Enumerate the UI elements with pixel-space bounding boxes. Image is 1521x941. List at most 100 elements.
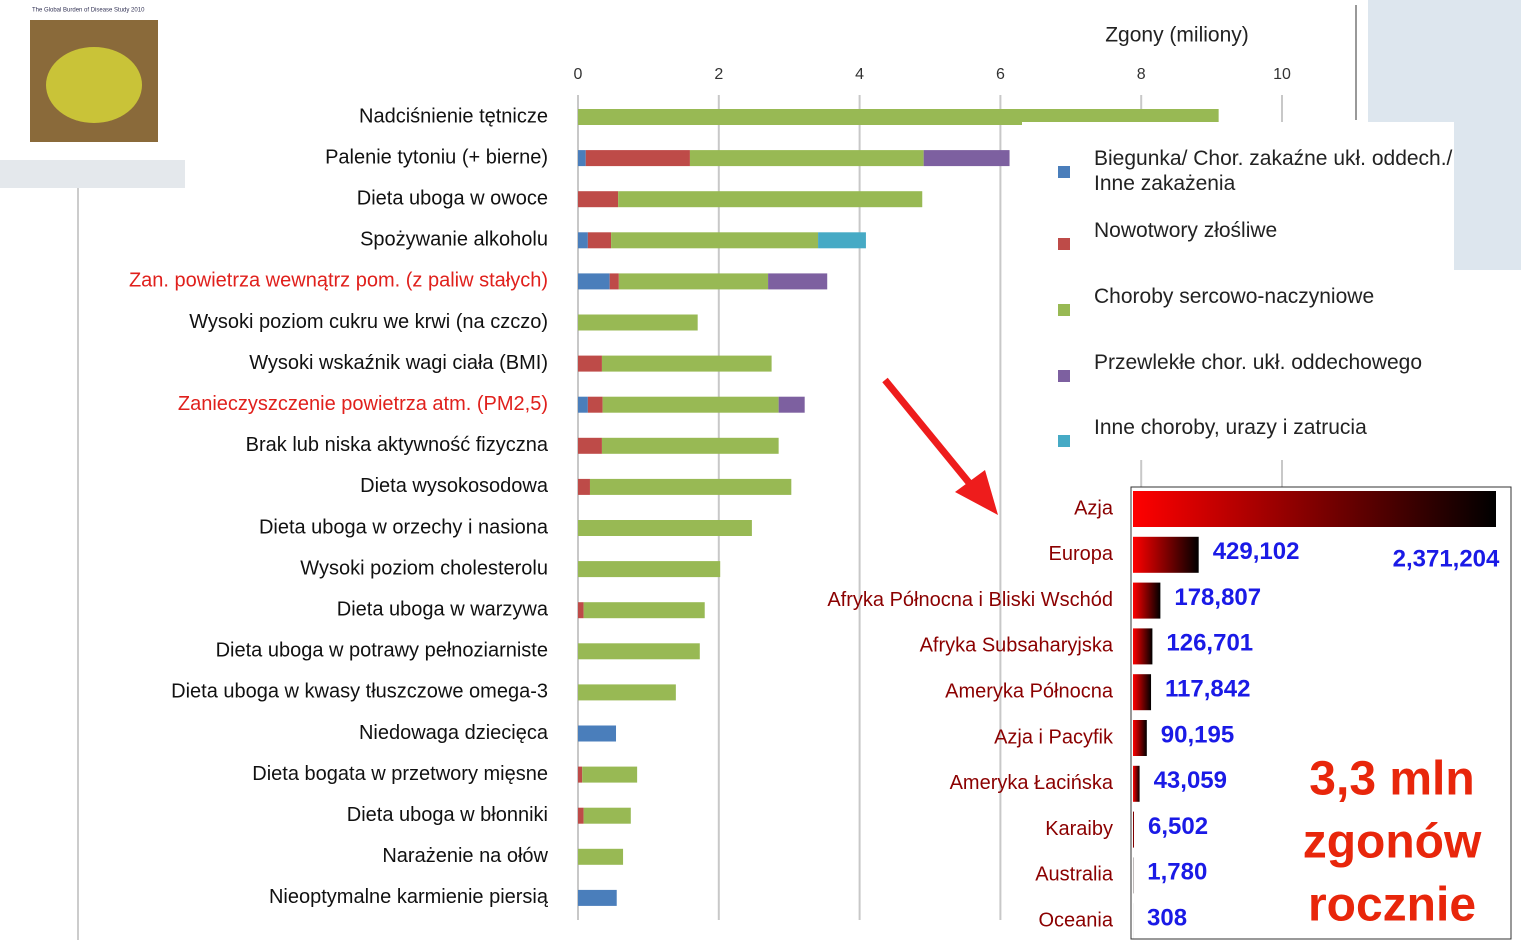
legend-label: Nowotwory złośliwe — [1094, 219, 1278, 242]
bar-segment — [618, 273, 769, 290]
y-tick-label: Azja i Pacyfik — [994, 726, 1114, 748]
y-tick-label: Dieta uboga w błonniki — [347, 804, 548, 826]
arrow — [882, 377, 978, 493]
bar-segment — [578, 520, 752, 536]
y-tick-label: Dieta uboga w kwasy tłuszczowe omega-3 — [171, 681, 548, 703]
bar — [1133, 765, 1140, 802]
legend-swatch — [1058, 370, 1070, 382]
bar-segment — [583, 807, 631, 824]
bar-segment — [578, 396, 588, 413]
y-tick-label: Ameryka Łacińska — [950, 772, 1114, 794]
bar-segment — [578, 725, 617, 742]
bar-segment — [582, 766, 638, 783]
bar-segment — [578, 766, 583, 783]
value-label: 178,807 — [1174, 584, 1261, 611]
value-label: 43,059 — [1154, 767, 1227, 794]
bar-segment — [818, 232, 866, 249]
value-label: 6,502 — [1148, 813, 1208, 840]
y-tick-label: Afryka Subsaharyjska — [920, 635, 1114, 657]
annotation: 3,3 mln — [1309, 753, 1474, 806]
bar-segment — [578, 437, 602, 454]
legend-swatch — [1058, 304, 1070, 316]
value-label: 117,842 — [1165, 676, 1250, 703]
value-label: 126,701 — [1166, 630, 1253, 657]
x-axis-title: Zgony (miliony) — [1105, 24, 1249, 47]
x-tick-label: 10 — [1273, 66, 1291, 83]
bar-segment — [578, 807, 584, 824]
bar-segment — [578, 150, 586, 167]
bar-segment — [578, 109, 1219, 125]
value-label: 90,195 — [1161, 721, 1234, 748]
bar-segment — [589, 478, 792, 495]
y-tick-label: Spożywanie alkoholu — [360, 229, 548, 251]
bar — [1133, 811, 1134, 848]
bar-segment — [601, 437, 779, 454]
y-tick-label: Zanieczyszczenie powietrza atm. (PM2,5) — [178, 393, 548, 415]
y-tick-label: Narażenie na ołów — [382, 845, 548, 867]
cover-image-detail — [46, 47, 142, 123]
y-tick-label: Europa — [1049, 543, 1114, 565]
bar-segment — [578, 561, 721, 578]
bar-segment — [768, 273, 828, 290]
y-tick-label: Dieta bogata w przetwory mięsne — [252, 763, 548, 785]
value-label: 429,102 — [1213, 538, 1300, 565]
bar — [1133, 674, 1152, 711]
bar — [1133, 720, 1147, 756]
bar-segment — [587, 232, 612, 249]
bar-segment — [578, 232, 588, 249]
y-tick-label: Dieta uboga w owoce — [357, 187, 548, 209]
bar-segment — [611, 232, 819, 249]
legend-swatch — [1058, 435, 1070, 447]
legend-swatch — [1058, 238, 1070, 250]
y-tick-label: Zan. powietrza wewnątrz pom. (z paliw st… — [129, 270, 548, 292]
y-tick-label: Wysoki poziom cukru we krwi (na czczo) — [189, 311, 548, 333]
bar — [1133, 628, 1153, 665]
bar-segment — [602, 396, 779, 413]
x-tick-label: 6 — [996, 66, 1005, 83]
bar-segment — [578, 191, 619, 208]
cover-caption — [0, 160, 185, 188]
source-title: The Global Burden of Disease Study 2010 — [32, 8, 145, 14]
legend-label: Choroby sercowo-naczyniowe — [1094, 285, 1375, 308]
bar — [1133, 491, 1496, 527]
y-tick-label: Australia — [1035, 864, 1114, 886]
y-tick-label: Palenie tytoniu (+ bierne) — [325, 146, 548, 168]
bar-segment — [578, 355, 602, 372]
y-tick-label: Brak lub niska aktywność fizyczna — [246, 434, 549, 456]
arrow-head — [955, 470, 998, 515]
y-tick-label: Oceania — [1039, 909, 1114, 931]
bar-segment — [587, 396, 603, 413]
y-tick-label: Wysoki poziom cholesterolu — [300, 557, 548, 579]
y-tick-label: Dieta uboga w potrawy pełnoziarniste — [216, 640, 548, 662]
y-tick-label: Nieoptymalne karmienie piersią — [269, 886, 549, 908]
bar-segment — [618, 191, 923, 208]
bar — [1133, 582, 1161, 619]
legend-swatch — [1058, 166, 1070, 178]
legend-label: Inne choroby, urazy i zatrucia — [1094, 416, 1367, 439]
bar-segment — [578, 602, 584, 619]
y-tick-label: Karaiby — [1045, 818, 1113, 840]
legend-box — [1022, 122, 1454, 460]
y-tick-label: Wysoki wskaźnik wagi ciała (BMI) — [249, 352, 548, 374]
y-tick-label: Nadciśnienie tętnicze — [359, 105, 548, 127]
bar-segment — [609, 273, 619, 290]
bar-segment — [923, 150, 1010, 167]
value-label: 308 — [1147, 905, 1187, 932]
annotation: rocznie — [1308, 879, 1476, 932]
legend-label: Biegunka/ Chor. zakaźne ukł. oddech./ In… — [1094, 147, 1453, 195]
bar-segment — [583, 602, 705, 619]
bar-segment — [578, 643, 700, 660]
x-tick-label: 2 — [714, 66, 723, 83]
y-tick-label: Ameryka Północna — [945, 680, 1114, 702]
bar-segment — [578, 848, 624, 865]
y-tick-label: Dieta uboga w orzechy i nasiona — [259, 516, 549, 538]
y-tick-label: Niedowaga dziecięca — [359, 722, 549, 744]
value-label: 1,780 — [1147, 859, 1207, 886]
bar-segment — [689, 150, 924, 167]
annotation: zgonów — [1303, 816, 1482, 869]
y-tick-label: Dieta wysokosodowa — [360, 475, 549, 497]
bar-segment — [578, 273, 610, 290]
bar-segment — [578, 478, 590, 495]
bar-segment — [578, 684, 676, 701]
